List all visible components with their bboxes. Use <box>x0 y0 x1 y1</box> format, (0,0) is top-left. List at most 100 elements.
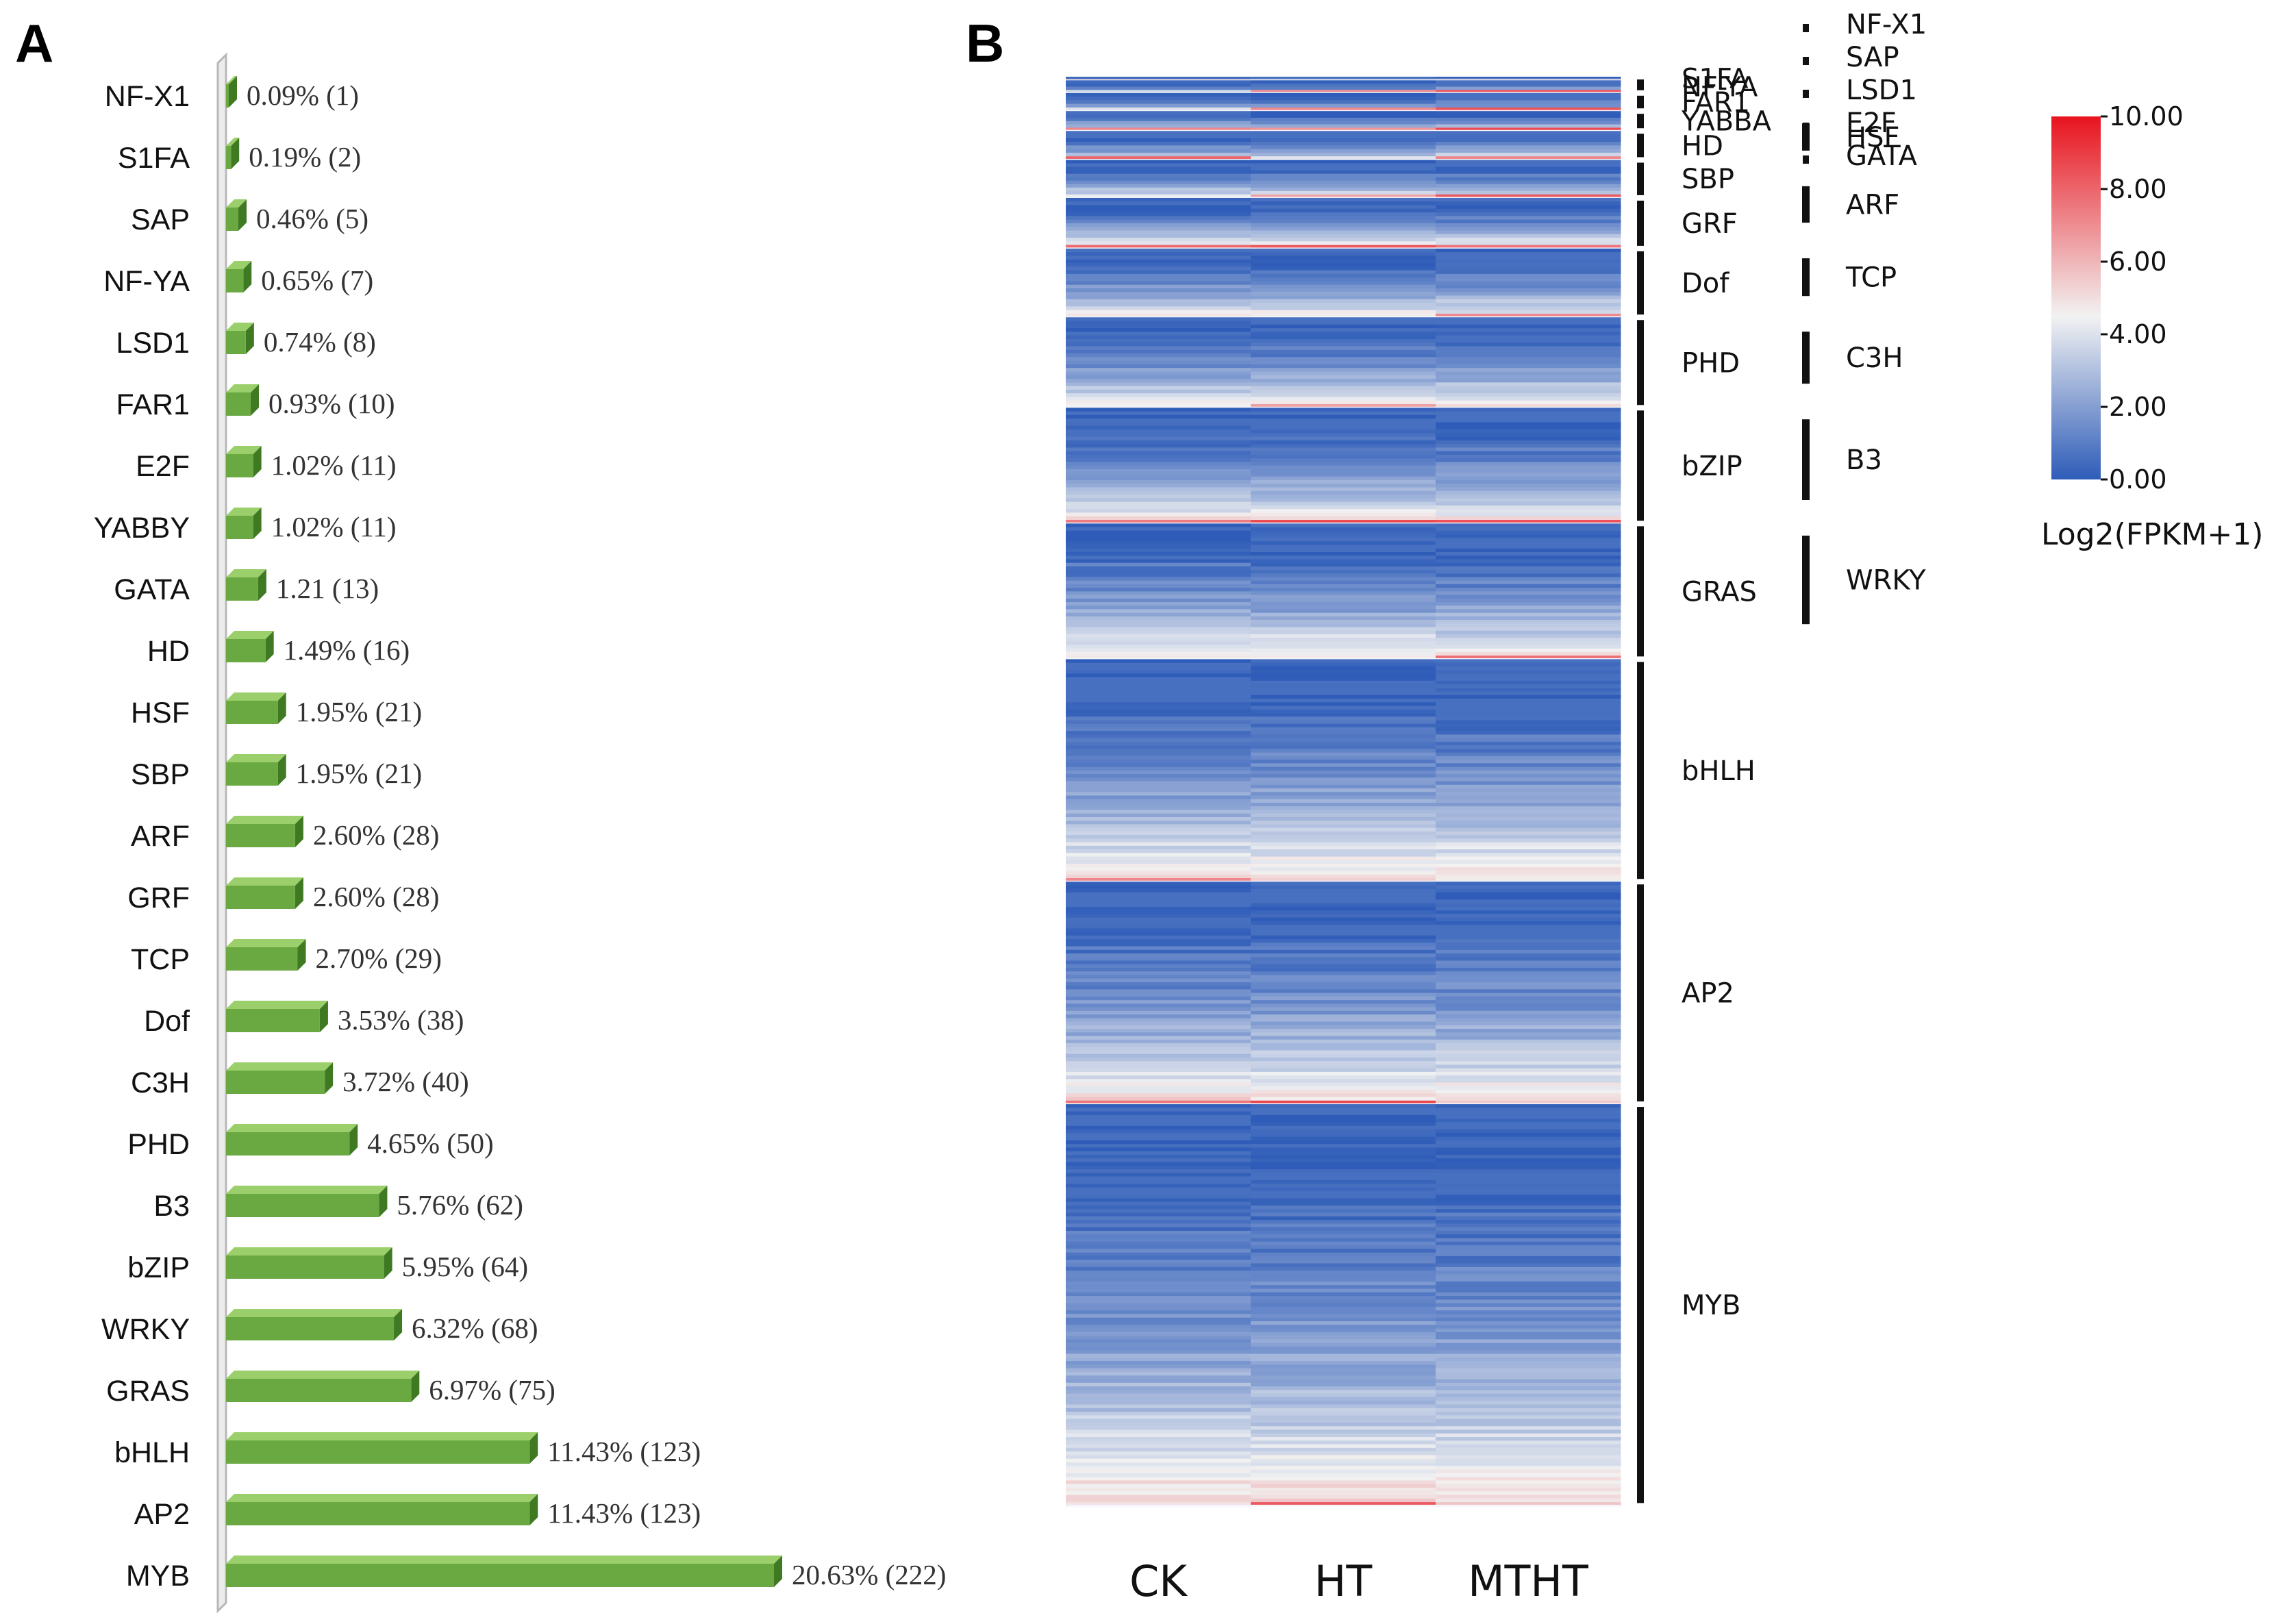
heatmap-cell <box>1436 208 1621 213</box>
heatmap-cell <box>1066 1036 1251 1040</box>
heatmap-cell <box>1436 638 1621 642</box>
heatmap-cell <box>1436 338 1621 343</box>
heatmap-cell <box>1436 447 1621 452</box>
heatmap-cell <box>1066 655 1251 660</box>
heatmap-cell <box>1251 527 1436 532</box>
heatmap-cell <box>1066 371 1251 376</box>
heatmap-cell <box>1066 306 1251 311</box>
heatmap-cell <box>1251 680 1436 685</box>
bar-data-label: 2.60% (28) <box>313 819 439 851</box>
heatmap-cell <box>1436 295 1621 300</box>
heatmap-cell <box>1436 853 1621 858</box>
heatmap-cell <box>1066 1401 1251 1405</box>
heatmap-cell <box>1436 766 1621 771</box>
heatmap-cell <box>1251 451 1436 455</box>
heatmap-cell <box>1066 194 1251 199</box>
heatmap-cell <box>1436 1317 1621 1322</box>
heatmap-cell <box>1066 856 1251 861</box>
bar-data-label: 4.65% (50) <box>367 1127 493 1159</box>
heatmap-cell <box>1436 1480 1621 1485</box>
category-label: WRKY <box>101 1313 190 1346</box>
heatmap-cell <box>1066 1190 1251 1195</box>
heatmap-cell <box>1066 469 1251 473</box>
heatmap-cell <box>1436 306 1621 311</box>
heatmap-cell <box>1436 555 1621 560</box>
heatmap-cell <box>1066 885 1251 890</box>
heatmap-cell <box>1066 121 1251 125</box>
heatmap-cell <box>1066 1220 1251 1224</box>
heatmap-cell <box>1251 738 1436 742</box>
heatmap-cell <box>1251 1125 1436 1130</box>
heatmap-cell <box>1436 1198 1621 1203</box>
heatmap-cell <box>1251 433 1436 438</box>
heatmap-cell <box>1251 1114 1436 1119</box>
heatmap-cell <box>1251 1375 1436 1380</box>
bar-data-label: 0.65% (7) <box>261 264 373 296</box>
heatmap-cell <box>1436 1053 1621 1058</box>
heatmap-cell <box>1436 992 1621 997</box>
heatmap-cell <box>1436 1068 1621 1073</box>
family-label: Dof <box>1682 268 1729 299</box>
group-separator <box>1066 1504 1621 1507</box>
heatmap-cell <box>1436 580 1621 585</box>
heatmap-cell <box>1251 114 1436 118</box>
heatmap-cell <box>1251 1025 1436 1029</box>
heatmap-cell <box>1436 838 1621 843</box>
heatmap-cell <box>1251 520 1436 524</box>
heatmap-cell <box>1251 1491 1436 1496</box>
family-label: B3 <box>1846 445 1882 476</box>
heatmap-cell <box>1436 223 1621 227</box>
heatmap-cell <box>1251 170 1436 175</box>
heatmap-cell <box>1436 1299 1621 1304</box>
heatmap-cell <box>1436 245 1621 249</box>
heatmap-cell <box>1251 1029 1436 1033</box>
heatmap-cell <box>1251 454 1436 459</box>
category-label: GATA <box>114 573 190 606</box>
heatmap-cell <box>1066 111 1251 115</box>
heatmap-cell <box>1251 303 1436 307</box>
heatmap-cell <box>1251 792 1436 796</box>
heatmap-cell <box>1436 1404 1621 1409</box>
heatmap-cell <box>1066 1314 1251 1319</box>
bar <box>226 454 253 477</box>
heatmap-cell <box>1066 1447 1251 1452</box>
heatmap-cell <box>1066 616 1251 621</box>
heatmap-cell <box>1436 77 1621 80</box>
heatmap-cell <box>1251 1119 1436 1123</box>
heatmap-cell <box>1066 573 1251 578</box>
heatmap-cell <box>1251 1332 1436 1336</box>
heatmap-cell <box>1436 127 1621 132</box>
heatmap-cell <box>1066 784 1251 789</box>
heatmap-cell <box>1066 598 1251 603</box>
heatmap-cell <box>1066 177 1251 182</box>
heatmap-cell <box>1251 1043 1436 1047</box>
heatmap-cell <box>1436 1361 1621 1365</box>
heatmap-cell <box>1066 666 1251 671</box>
heatmap-cell <box>1436 1238 1621 1242</box>
bar-side <box>243 261 252 292</box>
heatmap-cell <box>1251 473 1436 477</box>
column-label: MTHT <box>1468 1556 1589 1606</box>
heatmap-cell <box>1066 117 1251 122</box>
heatmap-cell <box>1251 1190 1436 1195</box>
heatmap-cell <box>1251 1198 1436 1203</box>
heatmap-cell <box>1436 1263 1621 1268</box>
bar-top <box>226 692 286 701</box>
heatmap-cell <box>1251 1086 1436 1090</box>
heatmap-cell <box>1251 219 1436 224</box>
heatmap-cell <box>1251 1419 1436 1423</box>
heatmap-cell <box>1436 821 1621 825</box>
heatmap-cell <box>1066 1433 1251 1438</box>
heatmap-cell <box>1066 1263 1251 1268</box>
bar <box>226 1502 530 1525</box>
heatmap-cell <box>1251 784 1436 789</box>
heatmap-cell <box>1251 83 1436 88</box>
heatmap-cell <box>1251 277 1436 282</box>
heatmap-cell <box>1436 1342 1621 1347</box>
heatmap-cell <box>1436 1271 1621 1275</box>
bar-top <box>226 939 306 947</box>
heatmap-cell <box>1436 1007 1621 1012</box>
heatmap-cell <box>1066 1195 1251 1199</box>
heatmap-cell <box>1066 1205 1251 1210</box>
heatmap-cell <box>1436 541 1621 546</box>
